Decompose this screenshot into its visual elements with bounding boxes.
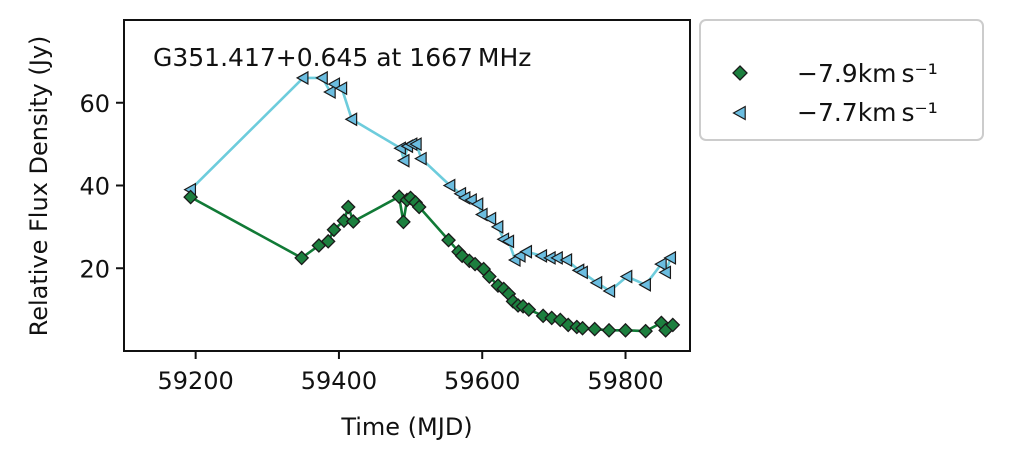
data-point-series-1 (521, 302, 537, 318)
data-point-series-2 (483, 211, 497, 226)
x-axis-label: Time (MJD) (340, 413, 472, 441)
data-point-series-2 (501, 234, 515, 249)
data-point-series-2 (602, 283, 616, 299)
data-point-series-1 (326, 222, 342, 238)
data-point-series-2 (409, 137, 422, 152)
data-point-series-2 (442, 178, 456, 193)
x-tick-label: 59600 (444, 367, 520, 395)
data-point-series-1 (575, 320, 590, 336)
data-point-series-2 (315, 70, 328, 85)
legend-label-series-1: −7.9km s⁻¹ (797, 59, 938, 88)
y-tick-label: 20 (79, 255, 110, 283)
data-point-series-1 (340, 199, 356, 215)
series-line-1 (189, 195, 674, 333)
data-point-series-2 (559, 252, 573, 267)
data-point-series-1 (320, 233, 336, 249)
data-point-series-1 (345, 214, 361, 229)
data-point-series-1 (294, 250, 310, 266)
data-point-series-2 (534, 248, 548, 263)
data-point-series-2 (396, 153, 410, 168)
data-point-series-2 (663, 250, 677, 265)
data-point-series-1 (601, 322, 617, 338)
x-tick-label: 59800 (587, 367, 663, 395)
data-point-series-1 (441, 232, 456, 248)
data-point-series-2 (414, 151, 427, 166)
data-point-series-1 (665, 317, 681, 333)
series-line-2 (189, 76, 672, 293)
data-point-series-2 (619, 269, 633, 284)
data-point-series-1 (587, 321, 603, 337)
data-point-series-2 (490, 219, 504, 234)
data-point-series-1 (411, 199, 427, 215)
legend-box (699, 19, 984, 141)
data-point-series-2 (323, 84, 336, 100)
data-point-series-2 (393, 141, 406, 156)
axis-ticks: 59200 59400 59600 59800 20 40 60 (79, 90, 663, 395)
data-point-series-2 (519, 244, 533, 259)
data-point-series-1 (638, 323, 653, 339)
data-point-series-2 (295, 70, 309, 85)
legend-label-series-2: −7.7km s⁻¹ (797, 98, 938, 127)
data-point-series-2 (589, 275, 603, 290)
data-point-series-2 (575, 265, 588, 280)
y-tick-label: 60 (79, 90, 110, 118)
legend-marker-diamond (732, 65, 748, 81)
data-point-series-1 (618, 322, 633, 338)
x-tick-label: 59400 (301, 367, 377, 395)
data-point-series-1 (336, 213, 352, 229)
legend: −7.9km s⁻¹ −7.7km s⁻¹ (699, 19, 984, 141)
data-point-series-2 (474, 207, 488, 222)
chart-title: G351.417+0.645 at 1667 MHz (153, 43, 531, 72)
y-tick-label: 40 (79, 173, 110, 201)
data-point-series-1 (183, 189, 199, 205)
data-point-series-2 (654, 257, 667, 272)
data-point-series-2 (470, 197, 484, 212)
y-axis-label: Relative Flux Density (Jy) (25, 36, 53, 337)
data-point-series-1 (395, 214, 411, 230)
data-point-series-2 (638, 277, 651, 292)
legend-marker-triangle (732, 105, 746, 121)
x-tick-label: 59200 (157, 367, 233, 395)
data-series (183, 70, 681, 339)
data-point-series-2 (658, 265, 672, 280)
data-point-series-2 (344, 112, 358, 127)
data-point-series-1 (481, 269, 497, 284)
data-point-series-2 (334, 81, 348, 96)
data-point-series-2 (550, 250, 563, 265)
legend-markers (732, 65, 748, 121)
